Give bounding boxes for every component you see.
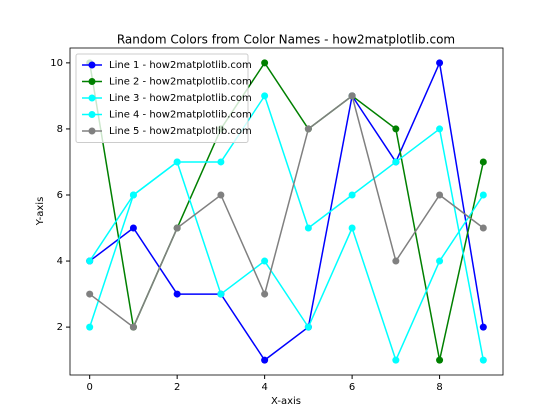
x-tick-label: 2: [174, 382, 180, 393]
line: [89, 94, 484, 329]
marker: [86, 290, 94, 298]
marker: [392, 257, 400, 265]
legend-label: Line 4 - how2matplotlib.com: [109, 110, 252, 121]
legend-label: Line 5 - how2matplotlib.com: [109, 126, 252, 137]
marker: [436, 356, 444, 364]
x-tick-label: 6: [349, 382, 355, 393]
marker: [348, 92, 356, 100]
marker: [86, 257, 94, 265]
x-tick-label: 4: [261, 382, 267, 393]
legend-box: [75, 53, 249, 143]
marker: [173, 158, 181, 166]
marker: [392, 356, 400, 364]
marker: [261, 290, 269, 298]
legend-marker: [88, 111, 96, 118]
y-tick-label: 10: [50, 58, 63, 69]
marker: [217, 191, 225, 199]
marker: [261, 59, 269, 67]
chart-title: Random Colors from Color Names - how2mat…: [117, 33, 455, 47]
marker: [304, 323, 312, 331]
y-tick-label: 8: [57, 124, 63, 135]
legend-marker: [88, 127, 96, 135]
legend-marker: [88, 94, 96, 102]
marker: [217, 290, 225, 298]
marker: [129, 323, 137, 331]
y-tick-label: 6: [57, 190, 63, 201]
legend-label: Line 3 - how2matplotlib.com: [109, 93, 252, 104]
x-axis-label: X-axis: [271, 396, 301, 407]
marker: [436, 257, 444, 265]
line: [89, 60, 485, 362]
marker: [479, 158, 487, 166]
legend-marker: [88, 78, 96, 85]
y-tick-label: 4: [57, 256, 63, 267]
marker: [129, 224, 137, 232]
marker: [86, 323, 94, 331]
line: [89, 94, 485, 361]
y-tick-label: 2: [57, 322, 63, 333]
marker: [392, 158, 400, 166]
axes-frame: [69, 47, 504, 376]
x-tick-label: 8: [436, 382, 442, 393]
marker: [304, 224, 312, 232]
marker: [304, 125, 312, 133]
marker: [217, 158, 225, 166]
marker: [261, 92, 269, 100]
marker: [436, 191, 444, 199]
marker: [348, 224, 356, 232]
marker: [261, 356, 269, 364]
marker: [392, 125, 400, 133]
marker: [173, 224, 181, 232]
marker: [129, 191, 137, 199]
y-axis-label: Y-axis: [35, 197, 46, 227]
legend-label: Line 2 - how2matplotlib.com: [109, 77, 252, 88]
legend-marker: [88, 61, 96, 69]
marker: [348, 191, 356, 199]
marker: [261, 257, 269, 265]
marker: [173, 290, 181, 298]
legend-label: Line 1 - how2matplotlib.com: [109, 60, 252, 71]
marker: [479, 323, 487, 331]
marker: [479, 191, 487, 199]
marker: [479, 224, 487, 232]
x-tick-label: 0: [86, 382, 92, 393]
marker: [479, 356, 487, 364]
marker: [436, 59, 444, 67]
marker: [436, 125, 444, 133]
